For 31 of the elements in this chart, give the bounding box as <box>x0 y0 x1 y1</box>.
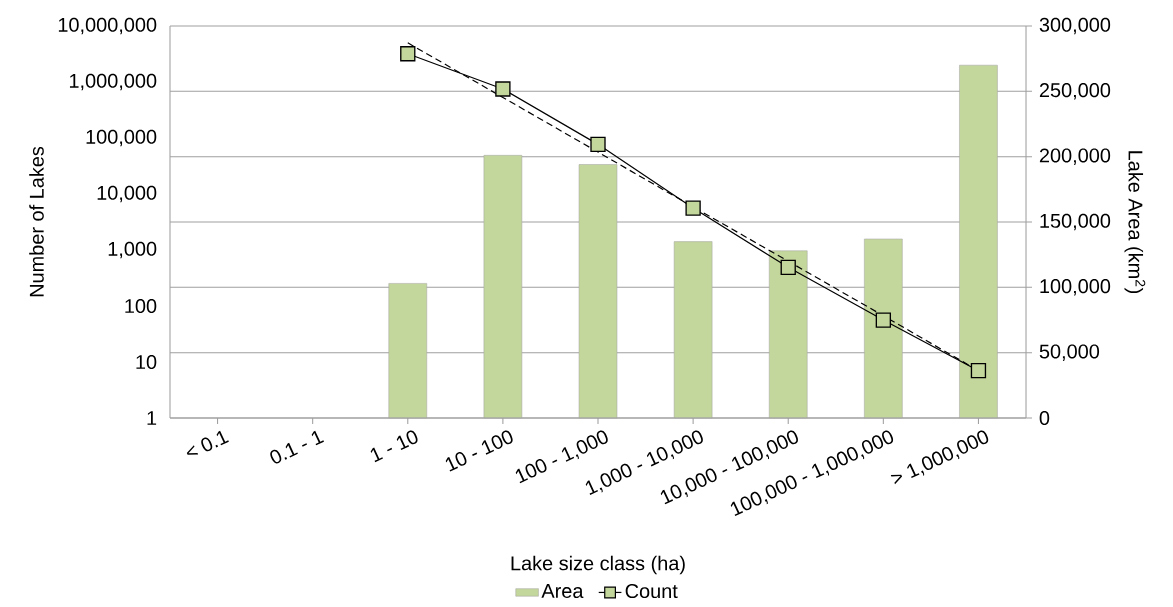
y-axis-title: Number of Lakes <box>29 146 44 297</box>
point <box>780 259 796 276</box>
point <box>970 363 987 379</box>
y-tick-label: 1,000 <box>108 241 157 259</box>
y-tick-label: 1,000,000 <box>69 73 157 91</box>
point <box>685 200 701 216</box>
point <box>400 46 416 62</box>
x-tick-label: < 0.1 <box>186 430 229 455</box>
x-axis-title: Lake size class (ha) <box>511 555 685 575</box>
y-tick-label: 10,000 <box>97 185 157 203</box>
y2-tick-label: 250,000 <box>1039 83 1111 100</box>
point <box>875 312 892 328</box>
point <box>590 136 606 153</box>
y2-tick-label: 50,000 <box>1039 344 1100 361</box>
y-tick-label: 100 <box>125 298 157 314</box>
y2-tick-label: 0 <box>1039 410 1050 426</box>
x-tick-label: 1 - 10 <box>370 430 418 463</box>
y2-tick-label: 300,000 <box>1039 17 1111 35</box>
y2-tick-label: 150,000 <box>1040 213 1111 231</box>
x-tick-label: 10 - 100 <box>445 430 513 472</box>
x-tick-label: 0.1 - 1 <box>270 430 324 464</box>
legend-label: Count <box>625 583 678 599</box>
y2-axis-title: Lake Area (km$^{2}$) <box>1124 151 1146 294</box>
y-tick-label: 10,000,000 <box>58 17 157 35</box>
y-tick-label: 1 <box>147 411 157 425</box>
legend-label: Area <box>541 584 584 598</box>
y2-tick-label: 100,000 <box>1040 279 1111 296</box>
y-tick-label: 100,000 <box>86 129 157 147</box>
y-tick-label: 10 <box>136 354 157 370</box>
point <box>495 81 511 97</box>
y2-tick-label: 200,000 <box>1039 148 1111 165</box>
